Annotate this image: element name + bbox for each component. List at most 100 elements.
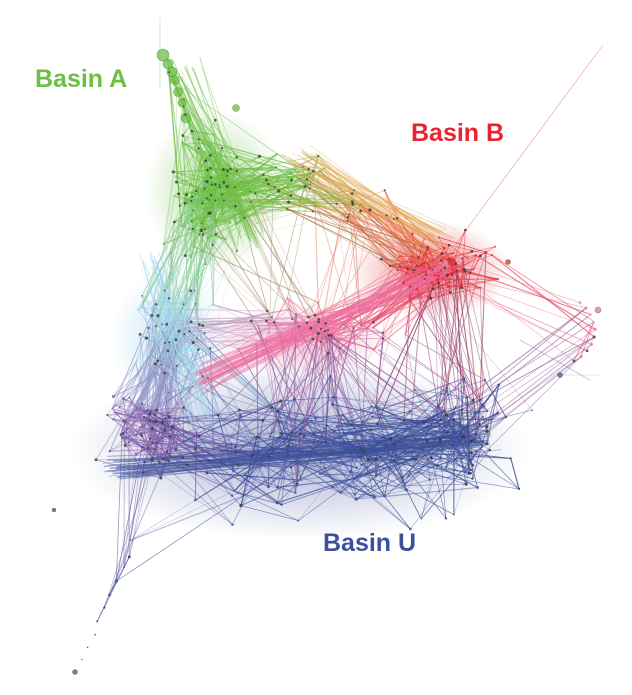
network-edge <box>168 341 267 414</box>
network-node <box>362 450 366 454</box>
network-node <box>444 413 448 417</box>
network-node <box>398 255 401 257</box>
network-edge <box>230 444 234 472</box>
network-node <box>174 338 178 342</box>
network-edge <box>147 331 180 423</box>
network-edge <box>206 472 302 481</box>
network-edge <box>222 199 360 210</box>
bridge-edge <box>314 171 441 248</box>
network-edge <box>414 389 441 444</box>
network-edge <box>291 437 415 451</box>
network-edge <box>355 421 461 500</box>
network-node <box>262 173 265 176</box>
network-node <box>138 332 142 336</box>
network-edge <box>192 179 313 198</box>
bridge-edge <box>113 442 476 475</box>
network-node <box>205 203 207 206</box>
bridge-edge <box>300 162 427 240</box>
network-node <box>423 238 425 240</box>
network-edge <box>219 415 241 462</box>
network-node <box>182 320 185 324</box>
network-edge <box>238 309 290 350</box>
network-edge <box>162 443 232 460</box>
network-node <box>189 289 193 293</box>
network-node <box>445 386 448 389</box>
network-edge <box>298 478 355 521</box>
network-node <box>352 327 355 330</box>
network-edge <box>174 82 278 155</box>
bridge-edge <box>294 173 436 239</box>
network-edge <box>156 418 166 443</box>
network-edge <box>268 456 298 484</box>
bridge-edge <box>203 273 446 376</box>
network-node <box>393 459 396 463</box>
network-edge <box>121 437 177 451</box>
network-edge <box>164 325 275 374</box>
network-node <box>230 494 234 497</box>
network-node <box>307 315 310 319</box>
network-node <box>206 174 210 178</box>
network-edge <box>199 308 290 330</box>
network-edge <box>202 221 308 323</box>
network-edge <box>200 154 332 211</box>
network-edge <box>183 106 215 136</box>
network-node <box>397 448 399 451</box>
network-edge <box>237 464 263 493</box>
network-node <box>188 228 191 231</box>
network-node <box>164 417 167 420</box>
basin-u-label: Basin U <box>323 529 417 557</box>
network-node <box>384 223 386 225</box>
network-node <box>354 497 358 501</box>
network-node <box>427 264 430 266</box>
network-edge <box>361 448 511 459</box>
network-node <box>121 397 125 400</box>
network-node <box>468 459 472 463</box>
network-node <box>335 202 338 205</box>
network-node <box>127 555 131 559</box>
network-node <box>190 191 194 195</box>
network-edge <box>141 435 162 479</box>
network-node <box>366 458 370 462</box>
network-node <box>453 412 456 415</box>
network-node <box>435 464 439 467</box>
network-edge <box>297 462 375 498</box>
network-node <box>300 479 303 481</box>
network-edge <box>244 474 269 488</box>
network-edge <box>202 375 257 439</box>
network-node <box>342 431 346 435</box>
network-edge <box>155 306 167 331</box>
network-edge <box>437 279 588 352</box>
network-node <box>153 291 156 293</box>
network-node <box>295 483 299 487</box>
network-edge <box>207 147 223 171</box>
network-node <box>201 220 205 223</box>
network-edge <box>354 414 447 495</box>
bridge-edge <box>181 75 249 239</box>
network-edge <box>329 375 403 478</box>
bridge-edge <box>297 164 439 249</box>
network-node <box>349 315 352 318</box>
network-edge <box>487 356 582 432</box>
network-node <box>429 456 433 460</box>
network-node <box>383 495 386 498</box>
network-node <box>423 278 426 280</box>
network-edge <box>115 447 143 582</box>
network-node <box>319 333 322 335</box>
network-node <box>162 458 165 461</box>
network-edge <box>328 352 439 406</box>
network-edge <box>336 203 351 317</box>
network-edge <box>185 331 239 350</box>
network-node <box>490 418 493 421</box>
network-node <box>236 462 240 467</box>
network-edge <box>174 207 206 223</box>
network-node <box>350 423 353 427</box>
network-node <box>478 254 482 258</box>
network-node <box>167 368 171 372</box>
network-node <box>209 347 212 350</box>
network-edge <box>166 324 180 364</box>
network-node <box>167 411 170 415</box>
network-edge <box>152 416 170 459</box>
network-edge <box>194 433 301 501</box>
network-node <box>173 341 178 345</box>
bridge-edge <box>314 153 435 236</box>
